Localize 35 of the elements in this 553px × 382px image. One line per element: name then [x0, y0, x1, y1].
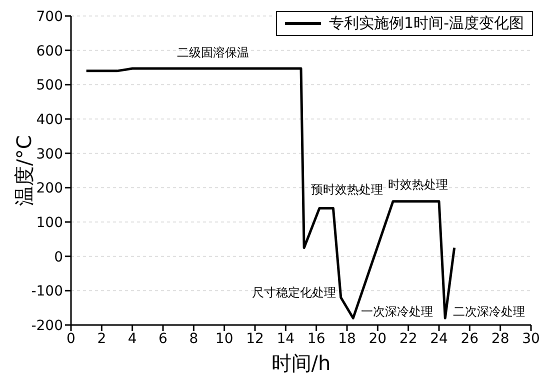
x-tick-label: 10 — [215, 330, 234, 347]
x-tick-label: 28 — [491, 330, 510, 347]
x-tick-label: 18 — [338, 330, 356, 347]
y-axis-title: 温度/°C — [12, 135, 36, 206]
annotation: 预时效热处理 — [311, 182, 383, 198]
annotation: 二级固溶保温 — [177, 44, 249, 62]
x-tick-label: 6 — [158, 330, 168, 347]
x-tick-label: 12 — [246, 330, 264, 347]
y-tick-label: 300 — [36, 146, 63, 162]
x-tick-label: 2 — [97, 330, 106, 347]
x-axis-title: 时间/h — [271, 351, 331, 375]
x-tick-label: 8 — [189, 330, 198, 347]
annotation: 一次深冷处理 — [361, 304, 433, 320]
y-tick-label: 0 — [54, 249, 63, 266]
x-tick-label: 26 — [460, 330, 479, 347]
y-tick-label: -100 — [31, 284, 63, 300]
legend-label: 专利实施例1时间-温度变化图 — [329, 14, 524, 33]
x-tick-label: 0 — [66, 330, 76, 347]
y-tick-label: 700 — [36, 8, 63, 25]
annotation: 尺寸稳定化处理 — [252, 284, 336, 302]
y-tick-label: 400 — [36, 112, 63, 128]
y-tick-label: 100 — [36, 214, 63, 231]
y-tick-label: 600 — [36, 43, 63, 60]
x-tick-label: 16 — [307, 330, 326, 347]
annotation: 时效热处理 — [388, 176, 448, 194]
annotation: 二次深冷处理 — [453, 304, 525, 320]
x-tick-label: 30 — [522, 330, 540, 347]
x-tick-label: 14 — [276, 330, 295, 347]
x-tick-label: 24 — [430, 330, 448, 347]
x-tick-label: 20 — [368, 330, 387, 347]
x-tick-label: 22 — [399, 330, 418, 347]
x-tick-label: 4 — [128, 330, 137, 347]
y-tick-label: 500 — [36, 78, 63, 94]
y-tick-label: -200 — [31, 318, 63, 334]
y-tick-label: 200 — [36, 180, 63, 197]
